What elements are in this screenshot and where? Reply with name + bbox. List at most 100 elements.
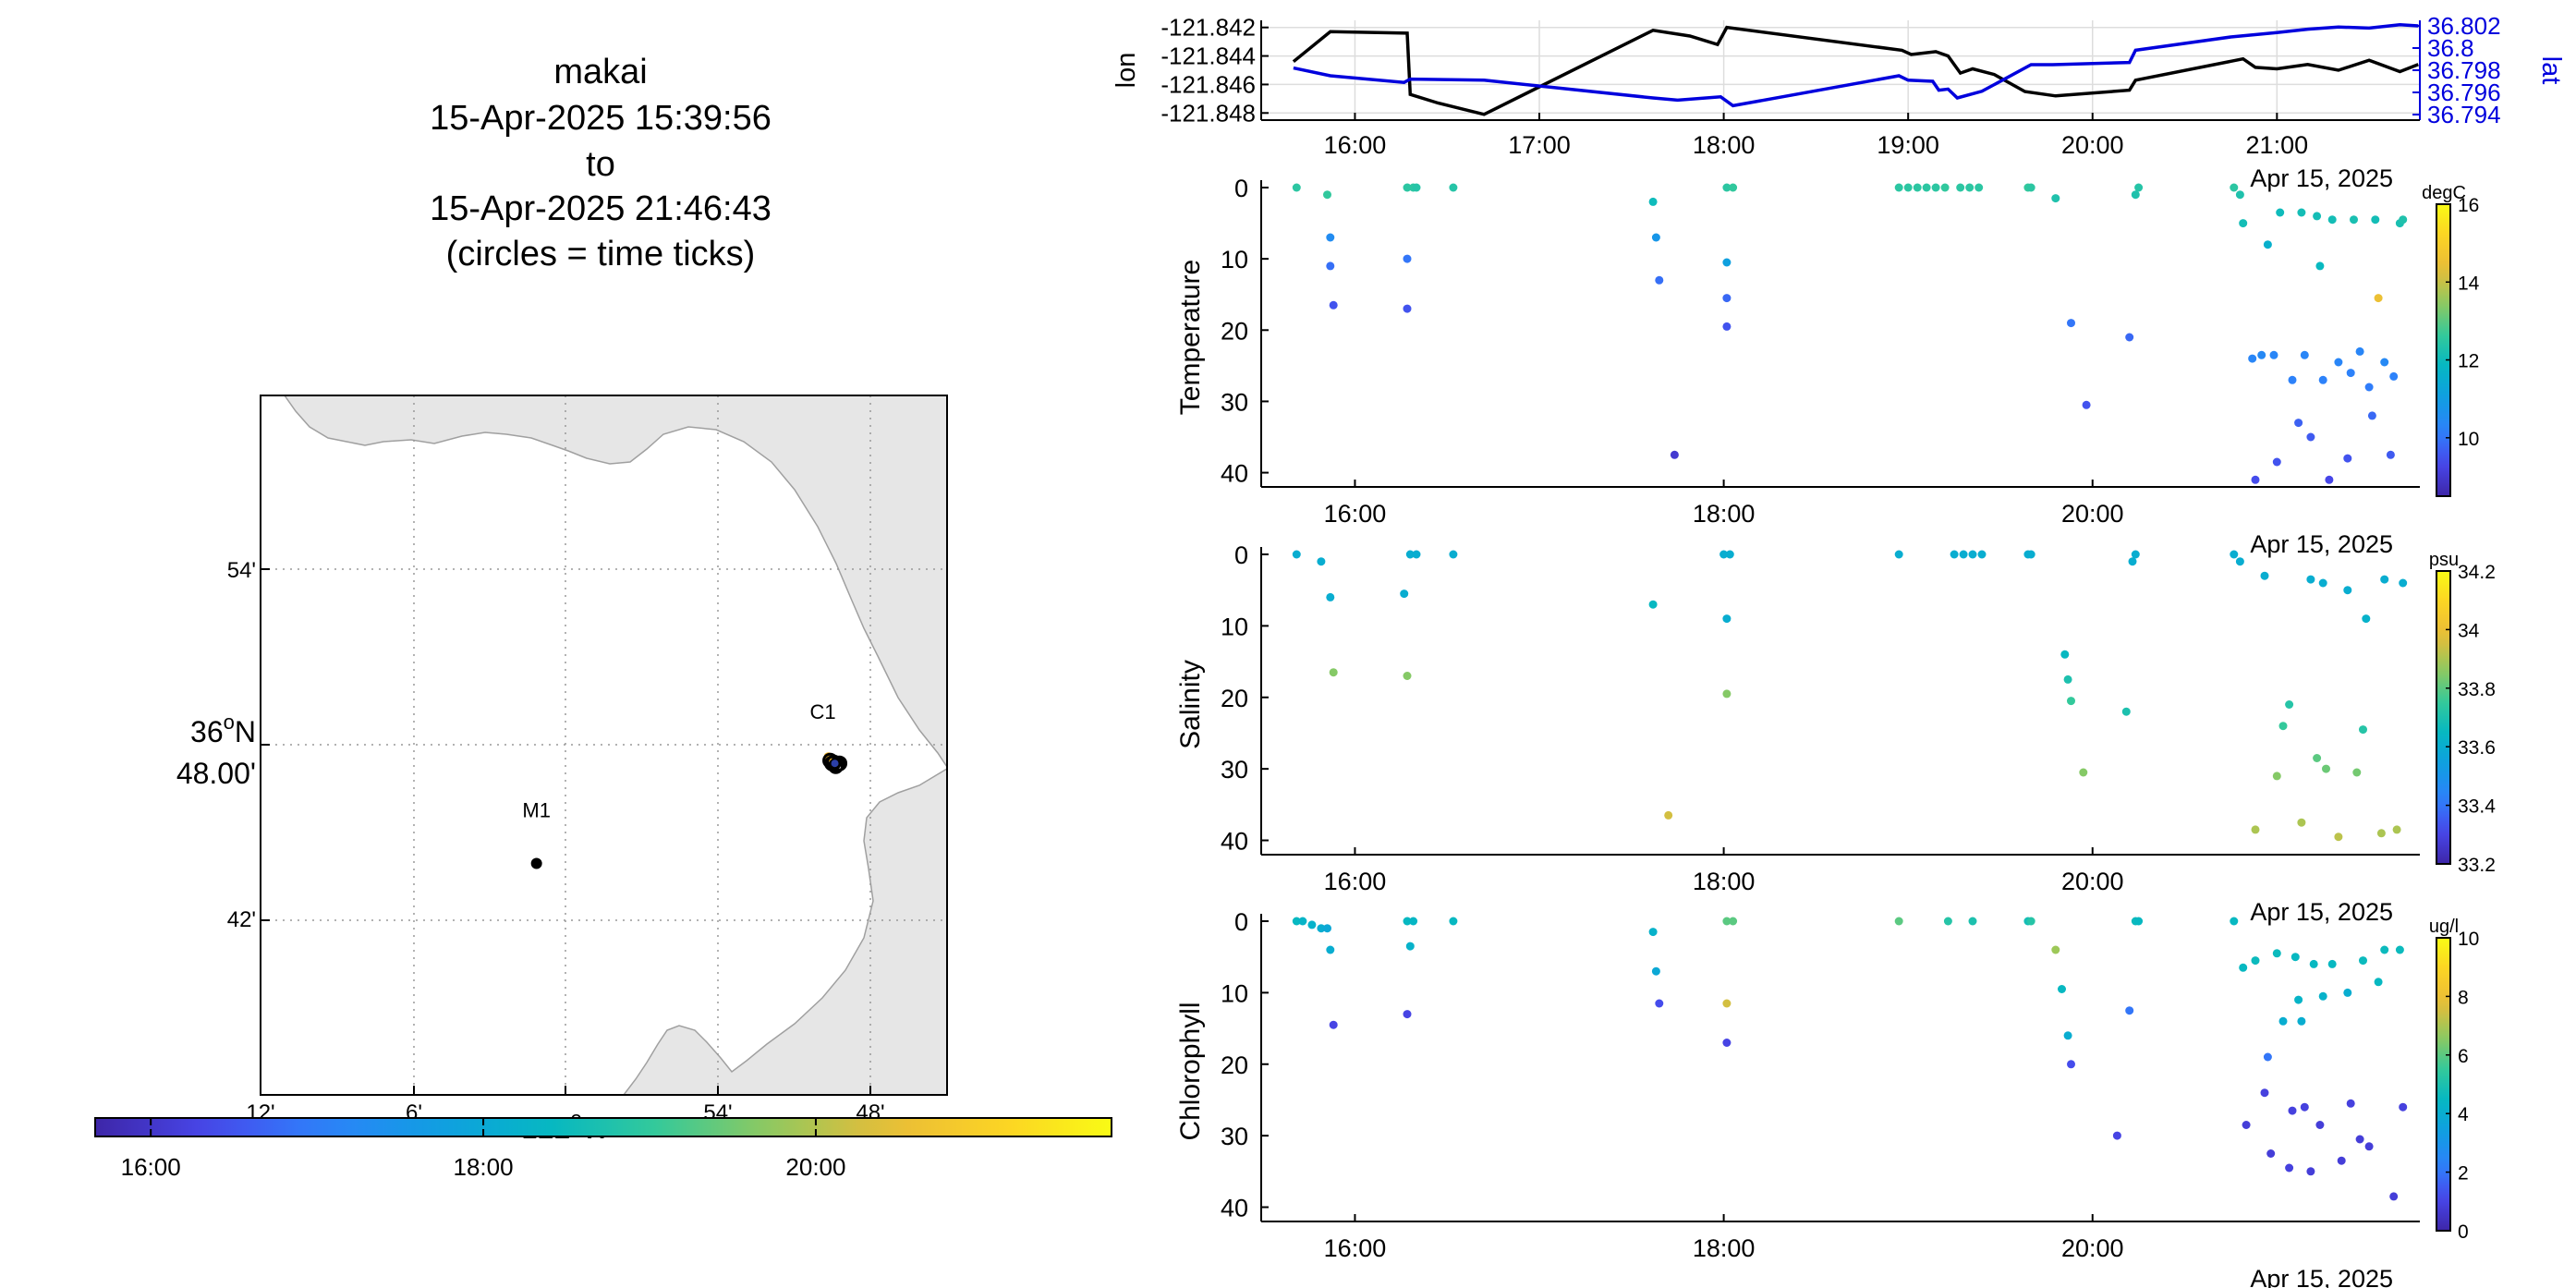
temperature-data-point	[1956, 183, 1965, 192]
salinity-colorbar	[2436, 570, 2451, 865]
salinity-data-point	[1950, 550, 1959, 559]
temperature-data-point	[2313, 212, 2322, 221]
chlorophyll-data-point	[1894, 917, 1903, 926]
chlorophyll-data-point	[2315, 1121, 2325, 1129]
chlorophyll-data-point	[1403, 1010, 1412, 1019]
temperature-data-point	[1722, 294, 1732, 303]
salinity-data-point	[1317, 557, 1326, 566]
chlorophyll-data-point	[2389, 1192, 2399, 1201]
salinity-data-point	[2380, 575, 2389, 584]
chlorophyll-data-point	[2026, 917, 2035, 926]
chlorophyll-data-point	[2260, 1088, 2269, 1098]
salinity-data-point	[1326, 592, 1335, 601]
temperature-data-point	[2306, 432, 2315, 442]
chlorophyll-date-label: Apr 15, 2025	[2250, 1265, 2393, 1288]
salinity-data-point	[2285, 700, 2294, 709]
position-x-tick-label: 17:00	[1508, 131, 1571, 159]
chlorophyll-data-point	[1409, 917, 1418, 926]
time-colorbar-gradient	[94, 1117, 1112, 1137]
temperature-panel: 0 10 20 30 40 16:00 18:00 20:00 Apr 15, 2025 Temp…	[1175, 175, 2480, 558]
chlorophyll-data-point	[1317, 924, 1326, 933]
chlorophyll-x-tick-label: 16:00	[1324, 1234, 1387, 1262]
map-land-north	[283, 395, 948, 770]
map-ticks	[261, 568, 871, 1095]
temperature-data-point	[2300, 350, 2309, 359]
lat-axis-label: lat	[2536, 56, 2566, 85]
salinity-data-point	[2359, 725, 2367, 735]
salinity-data-point	[2318, 578, 2327, 588]
salinity-data-point	[2306, 575, 2315, 584]
salinity-data-point	[2026, 550, 2035, 559]
temperature-data-point	[2346, 369, 2355, 378]
chlorophyll-data-point	[2380, 945, 2389, 954]
position-x-tick-label: 21:00	[2246, 131, 2309, 159]
salinity-data-point	[1329, 668, 1338, 677]
temperature-y-tick-label: 20	[1221, 317, 1248, 345]
salinity-data-point	[1959, 550, 1968, 559]
temperature-data-point	[2248, 354, 2257, 363]
colorbar-tick-label: 20:00	[785, 1153, 845, 1181]
position-x-tick-label: 18:00	[1693, 131, 1756, 159]
salinity-data-point	[1648, 600, 1658, 609]
temperature-colorbar	[2436, 203, 2451, 497]
temperature-data-point	[2263, 240, 2272, 249]
title-end-time: 15-Apr-2025 21:46:43	[430, 189, 772, 228]
position-x-tick-label: 16:00	[1324, 131, 1387, 159]
chlorophyll-data-point	[2272, 949, 2281, 958]
chlorophyll-data-point	[2242, 1121, 2251, 1129]
map-lat-major: 36oN	[190, 711, 256, 748]
chlorophyll-data-point	[2300, 1102, 2309, 1112]
temperature-data-point	[2371, 215, 2380, 225]
chlorophyll-data-point	[2359, 956, 2367, 966]
chlorophyll-data-point	[1323, 924, 1331, 933]
salinity-data-point	[2297, 818, 2306, 827]
title-start-time: 15-Apr-2025 15:39:56	[430, 99, 772, 138]
chlorophyll-data-point	[2297, 1016, 2306, 1026]
salinity-data-point	[2313, 754, 2322, 762]
time-colorbar: 16:00 18:00 20:00	[94, 1117, 1112, 1181]
temperature-data-point	[1965, 183, 1975, 192]
salinity-data-point	[2121, 707, 2131, 716]
salinity-data-point	[2230, 550, 2239, 559]
position-panel: -121.842-121.844-121.846-121.84836.80236…	[1112, 12, 2566, 192]
salinity-data-point	[1894, 550, 1903, 559]
salinity-data-point	[2067, 697, 2075, 706]
temperature-colorbar-units: degC	[2422, 183, 2466, 203]
salinity-y-tick-label: 40	[1221, 828, 1248, 856]
lon-series-line	[1292, 25, 2419, 116]
position-x-tick-label: 20:00	[2061, 131, 2124, 159]
title-to: to	[586, 145, 615, 184]
salinity-data-point	[1412, 550, 1421, 559]
position-x-tick-label: 19:00	[1877, 131, 1939, 159]
temperature-data-point	[1292, 183, 1301, 192]
temperature-data-point	[2288, 375, 2297, 384]
chlorophyll-data-point	[2266, 1149, 2276, 1158]
temperature-data-point	[1323, 190, 1331, 200]
temperature-data-point	[2343, 454, 2352, 463]
salinity-panel: 0 10 20 30 40 16:00 18:00 20:00 Apr 15, 2025 Sali…	[1175, 541, 2496, 926]
chlorophyll-data-point	[1729, 917, 1738, 926]
map-lat-center-tick: 48.00'	[176, 757, 256, 790]
temperature-data-point	[2380, 358, 2389, 367]
chlorophyll-colorbar-tick-label: 0	[2458, 1221, 2469, 1243]
track-marker	[831, 759, 839, 768]
chlorophyll-data-point	[1651, 966, 1660, 976]
chlorophyll-data-point	[2058, 985, 2066, 993]
lat-tick-label: 36.796	[2427, 79, 2501, 106]
chlorophyll-data-point	[2337, 1156, 2346, 1165]
temperature-data-point	[1913, 183, 1922, 192]
lat-series-line	[1293, 23, 2419, 108]
chlorophyll-data-point	[2263, 1052, 2272, 1062]
temperature-colorbar-tick-label: 10	[2458, 429, 2479, 450]
salinity-data-point	[2399, 578, 2408, 588]
chlorophyll-data-point	[2355, 1135, 2364, 1144]
temperature-data-point	[1412, 183, 1421, 192]
temperature-data-point	[2257, 350, 2266, 359]
chlorophyll-data-point	[2278, 1016, 2288, 1026]
salinity-data-point	[1719, 550, 1729, 559]
salinity-y-axis-label: Salinity	[1175, 660, 1206, 749]
temperature-date-label: Apr 15, 2025	[2250, 530, 2393, 558]
chlorophyll-y-tick-label: 20	[1221, 1051, 1248, 1079]
map-lat-tick-42: 42'	[227, 907, 256, 932]
